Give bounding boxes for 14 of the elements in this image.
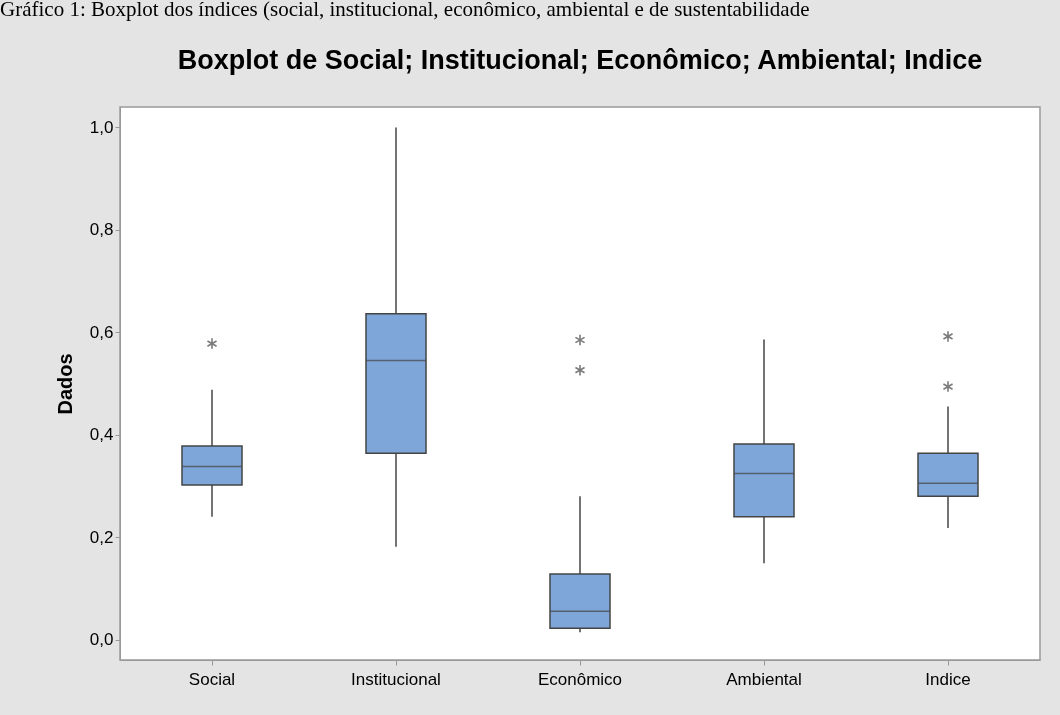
- x-tick-label: Social: [188, 669, 236, 689]
- y-tick-label: 0,0: [89, 630, 114, 650]
- y-tick-label: 0,8: [89, 220, 114, 240]
- text: Gráfico 1: Boxplot dos índices (social, institucional, econômico, ambiental e de sustentabilidade: [0, 0, 810, 21]
- x-tick-label: Econômico: [537, 669, 623, 689]
- y-tick-label: 0,2: [89, 527, 114, 547]
- chart-title: Boxplot de Social; Institucional; Econômico; Ambiental; Indice: [177, 45, 983, 75]
- x-tick-label: Institucional: [351, 669, 441, 689]
- x-tick-label: Ambiental: [726, 669, 802, 689]
- y-tick-label: 1,0: [89, 117, 114, 137]
- y-tick-label: 0,6: [89, 322, 114, 342]
- x-tick-label: Indice: [925, 669, 971, 689]
- y-axis-title: Dados: [53, 353, 76, 415]
- y-tick-label: 0,4: [89, 425, 114, 445]
